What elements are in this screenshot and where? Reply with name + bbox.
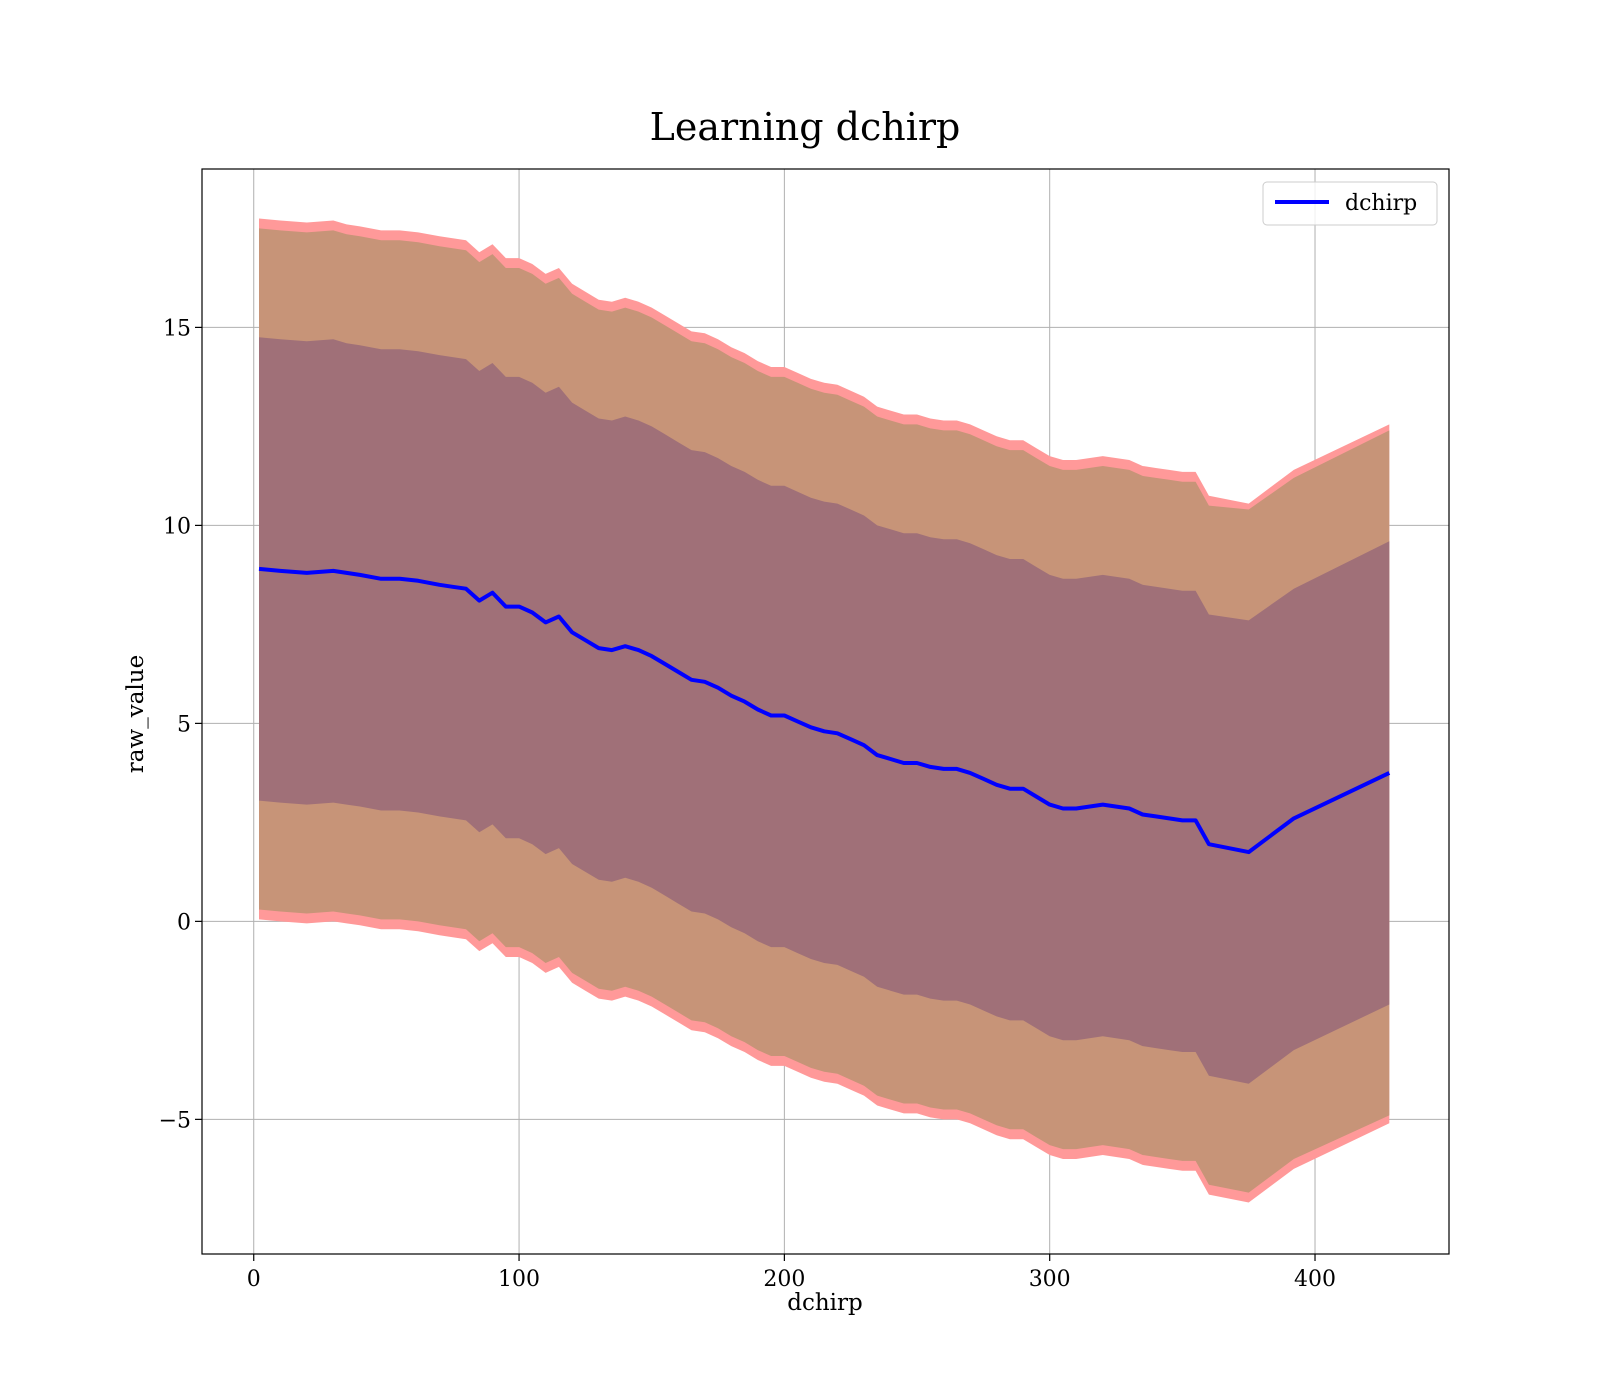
- y-axis-label: raw_value: [123, 655, 149, 773]
- legend: dchirp: [1262, 181, 1438, 226]
- x-tick-label: 100: [498, 1267, 540, 1292]
- confidence-bands: [259, 218, 1390, 1203]
- plot-frame: [201, 168, 1450, 1255]
- series-lines: [258, 566, 1391, 855]
- axis-ticks: 0 100 200 300 400 −5 0 5 10 15: [159, 316, 1336, 1292]
- y-tick-label: 5: [177, 712, 191, 737]
- y-tick-label: −5: [159, 1108, 191, 1133]
- band-inner: [259, 337, 1390, 1084]
- series-line-dchirp: [258, 566, 1391, 855]
- x-tick-label: 300: [1029, 1267, 1071, 1292]
- legend-box: [1262, 181, 1438, 226]
- x-tick-label: 400: [1294, 1267, 1336, 1292]
- x-tick-label: 200: [763, 1267, 805, 1292]
- y-tick-label: 10: [163, 514, 191, 539]
- y-tick-label: 15: [163, 316, 191, 341]
- legend-label-dchirp: dchirp: [1345, 191, 1417, 216]
- x-tick-label: 0: [247, 1267, 261, 1292]
- y-tick-label: 0: [177, 910, 191, 935]
- chart-title: Learning dchirp: [650, 105, 961, 149]
- x-axis-label: dchirp: [787, 1290, 863, 1316]
